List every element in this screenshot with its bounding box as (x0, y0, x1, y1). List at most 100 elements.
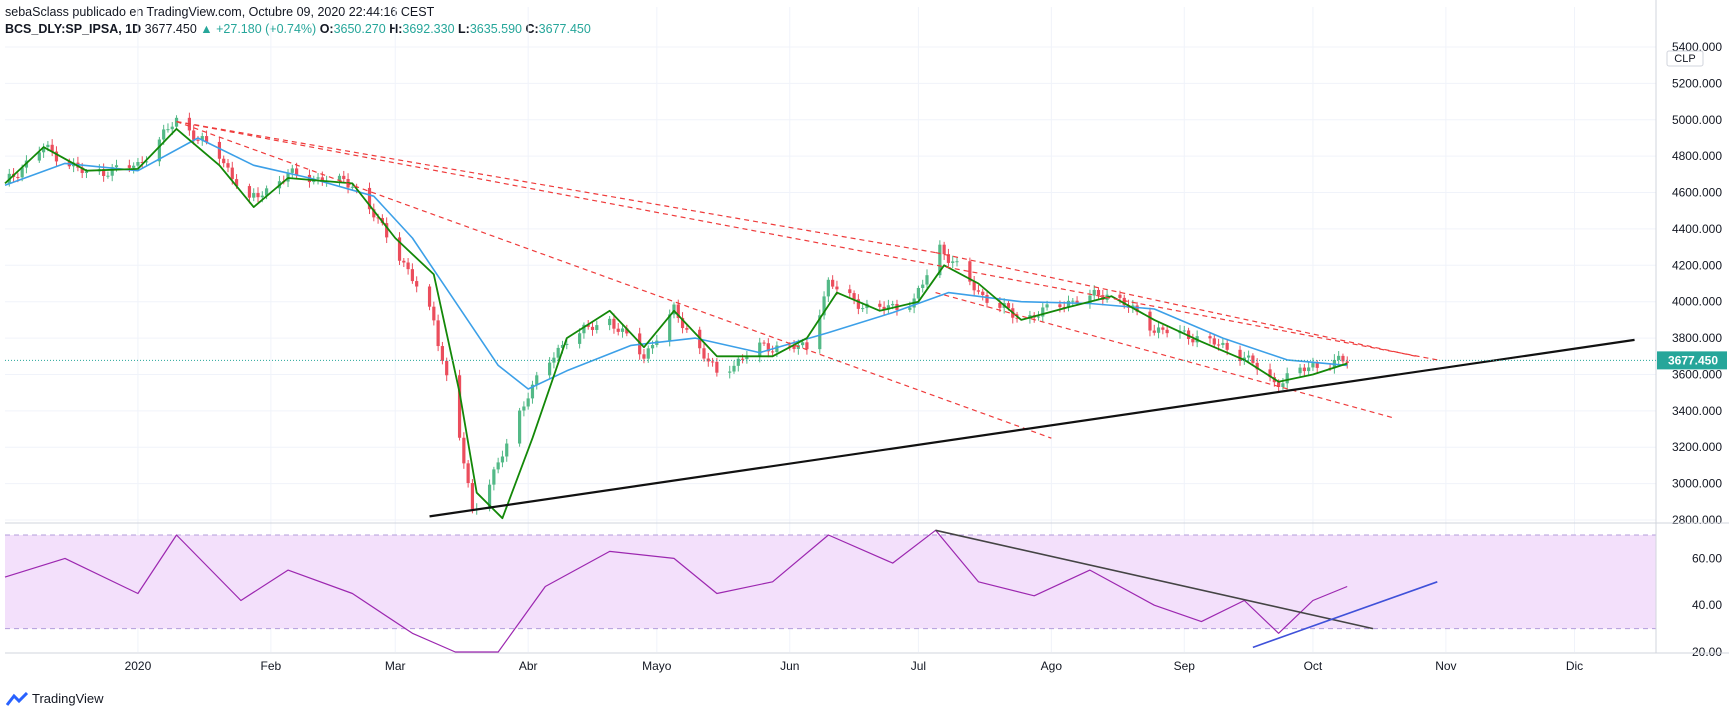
rsi-y-tick-label: 60.00 (1692, 551, 1722, 565)
candle-body (625, 328, 629, 334)
candle-body (372, 209, 376, 218)
candle-body (110, 167, 114, 176)
rsi-band (5, 535, 1656, 629)
candle-body (882, 306, 886, 310)
candle-body (84, 171, 89, 173)
brand-label: TradingView (32, 691, 104, 706)
high-value: 3692.330 (402, 22, 455, 36)
candle-body (852, 293, 856, 300)
resistance-trend-line[interactable] (176, 121, 1052, 439)
rsi-line (4, 529, 1348, 653)
currency-label: CLP (1674, 53, 1695, 65)
candle-body (946, 254, 951, 263)
candle-body (316, 177, 320, 179)
candle-body (260, 195, 264, 198)
y-tick-label: 3000.000 (1672, 477, 1722, 491)
candle-body (522, 406, 526, 411)
x-tick-label: Jun (780, 659, 799, 673)
candle-body (320, 177, 324, 182)
candle-body (642, 354, 646, 359)
candle-body (487, 484, 492, 509)
candle-body (736, 358, 740, 366)
candle-body (397, 237, 402, 261)
candle-body (1122, 297, 1126, 306)
candle-body (831, 279, 835, 287)
candle-body (891, 303, 895, 306)
candle-body (822, 296, 826, 316)
candle-body (50, 144, 54, 152)
resistance-trend-line[interactable] (176, 120, 1438, 361)
candle-body (505, 443, 509, 457)
candle-body (46, 144, 50, 147)
x-tick-label: 2020 (125, 659, 152, 673)
candle-body (1041, 307, 1045, 317)
candle-body (578, 333, 582, 344)
candle-body (938, 244, 942, 276)
x-tick-label: Abr (519, 659, 538, 673)
candle-body (856, 299, 860, 309)
candle-body (1045, 304, 1049, 308)
resistance-trend-line[interactable] (176, 120, 936, 254)
candle-body (805, 342, 809, 350)
candle-body (916, 287, 921, 299)
candle-body (1036, 316, 1041, 318)
open-label: O: (319, 22, 334, 36)
candle-body (676, 304, 680, 318)
candle-body (204, 136, 209, 142)
candle-body (140, 162, 144, 164)
rsi-y-tick-label: 20.00 (1692, 645, 1722, 659)
candle-body (788, 345, 792, 347)
open-value: 3650.270 (333, 22, 386, 36)
candle-body (981, 291, 985, 295)
resistance-trend-line[interactable] (935, 251, 1416, 357)
candle-body (1208, 336, 1212, 339)
rsi-trend-line[interactable] (935, 529, 1374, 630)
candle-body (1337, 355, 1341, 360)
publisher-line: sebaSclass publicado en TradingView.com,… (5, 5, 435, 19)
candle-body (976, 290, 981, 292)
ma-fast-line (4, 127, 1348, 520)
y-tick-label: 5000.000 (1672, 113, 1722, 127)
candle-body (440, 346, 445, 361)
candle-body (1238, 349, 1242, 361)
resistance-trend-line[interactable] (935, 292, 1395, 419)
x-tick-label: Feb (261, 659, 282, 673)
candle-body (470, 483, 475, 510)
candle-body (548, 362, 552, 376)
candle-body (234, 179, 239, 187)
candle-body (136, 162, 140, 166)
candle-body (771, 351, 775, 353)
candle-body (367, 187, 372, 210)
candle-body (710, 361, 715, 363)
candle-body (908, 307, 912, 310)
candle-body (1182, 330, 1186, 332)
y-tick-label: 3200.000 (1672, 440, 1722, 454)
candle-body (500, 456, 505, 463)
candle-body (102, 169, 106, 176)
candle-body (376, 217, 380, 219)
y-tick-label: 4800.000 (1672, 149, 1722, 163)
candle-body (350, 186, 354, 188)
candle-body (556, 347, 560, 358)
support-trend-line[interactable] (429, 338, 1635, 518)
candle-body (1015, 317, 1019, 319)
candle-body (20, 167, 24, 178)
chart-header: sebaSclass publicado en TradingView.com,… (5, 4, 591, 38)
tradingview-logo[interactable]: TradingView (6, 691, 104, 706)
candle-body (200, 136, 204, 141)
candle-body (1255, 362, 1259, 370)
last-price: 3677.450 (144, 22, 197, 36)
candle-body (1191, 338, 1195, 343)
candle-body (337, 175, 342, 181)
x-tick-label: Dic (1566, 659, 1583, 673)
candle-body (972, 281, 976, 291)
candle-body (818, 315, 822, 350)
candle-body (762, 342, 766, 344)
candle-body (951, 261, 955, 263)
currency-box[interactable] (1666, 50, 1704, 67)
candle-body (492, 469, 496, 485)
rsi-trend-line[interactable] (1252, 581, 1438, 649)
candle-body (1148, 311, 1152, 331)
candle-body (295, 168, 299, 175)
